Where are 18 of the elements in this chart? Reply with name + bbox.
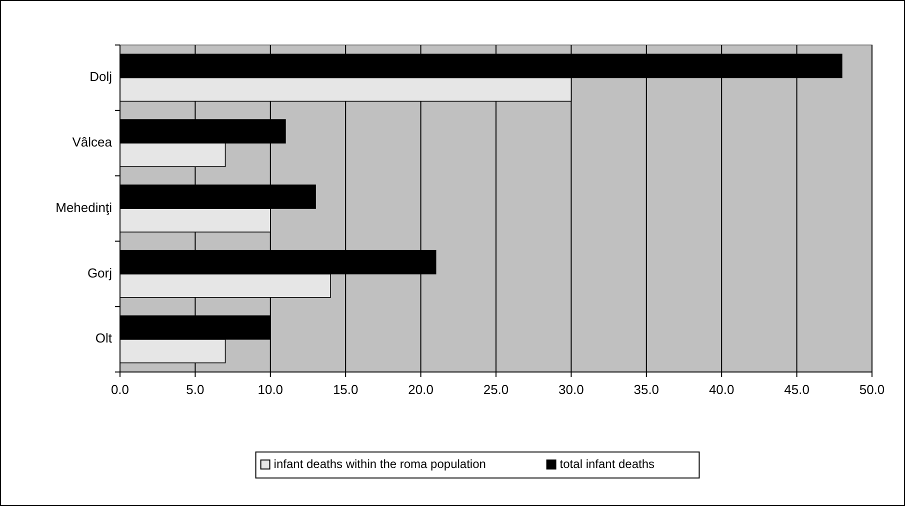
y-tick-label: Vâlcea [72, 134, 113, 150]
x-tick-label: 25.0 [483, 382, 509, 397]
x-tick-label: 5.0 [186, 382, 204, 397]
x-tick-label: 0.0 [110, 382, 130, 397]
x-tick-label: 45.0 [784, 382, 810, 397]
x-tick-label: 40.0 [708, 382, 734, 397]
x-tick-label: 10.0 [258, 382, 284, 397]
x-tick-label: 30.0 [558, 382, 584, 397]
x-tick-label: 20.0 [408, 382, 434, 397]
y-tick-label: Mehedinţi [56, 200, 112, 215]
y-tick-label: Dolj [90, 69, 112, 84]
legend-label: total infant deaths [560, 457, 655, 472]
y-tick-label: Gorj [87, 265, 112, 280]
legend-label: infant deaths within the roma population [274, 457, 486, 472]
x-tick-label: 35.0 [634, 382, 660, 397]
x-tick-label: 50.0 [859, 382, 885, 397]
x-tick-label: 15.0 [332, 382, 358, 397]
y-tick-label: Olt [95, 330, 112, 346]
